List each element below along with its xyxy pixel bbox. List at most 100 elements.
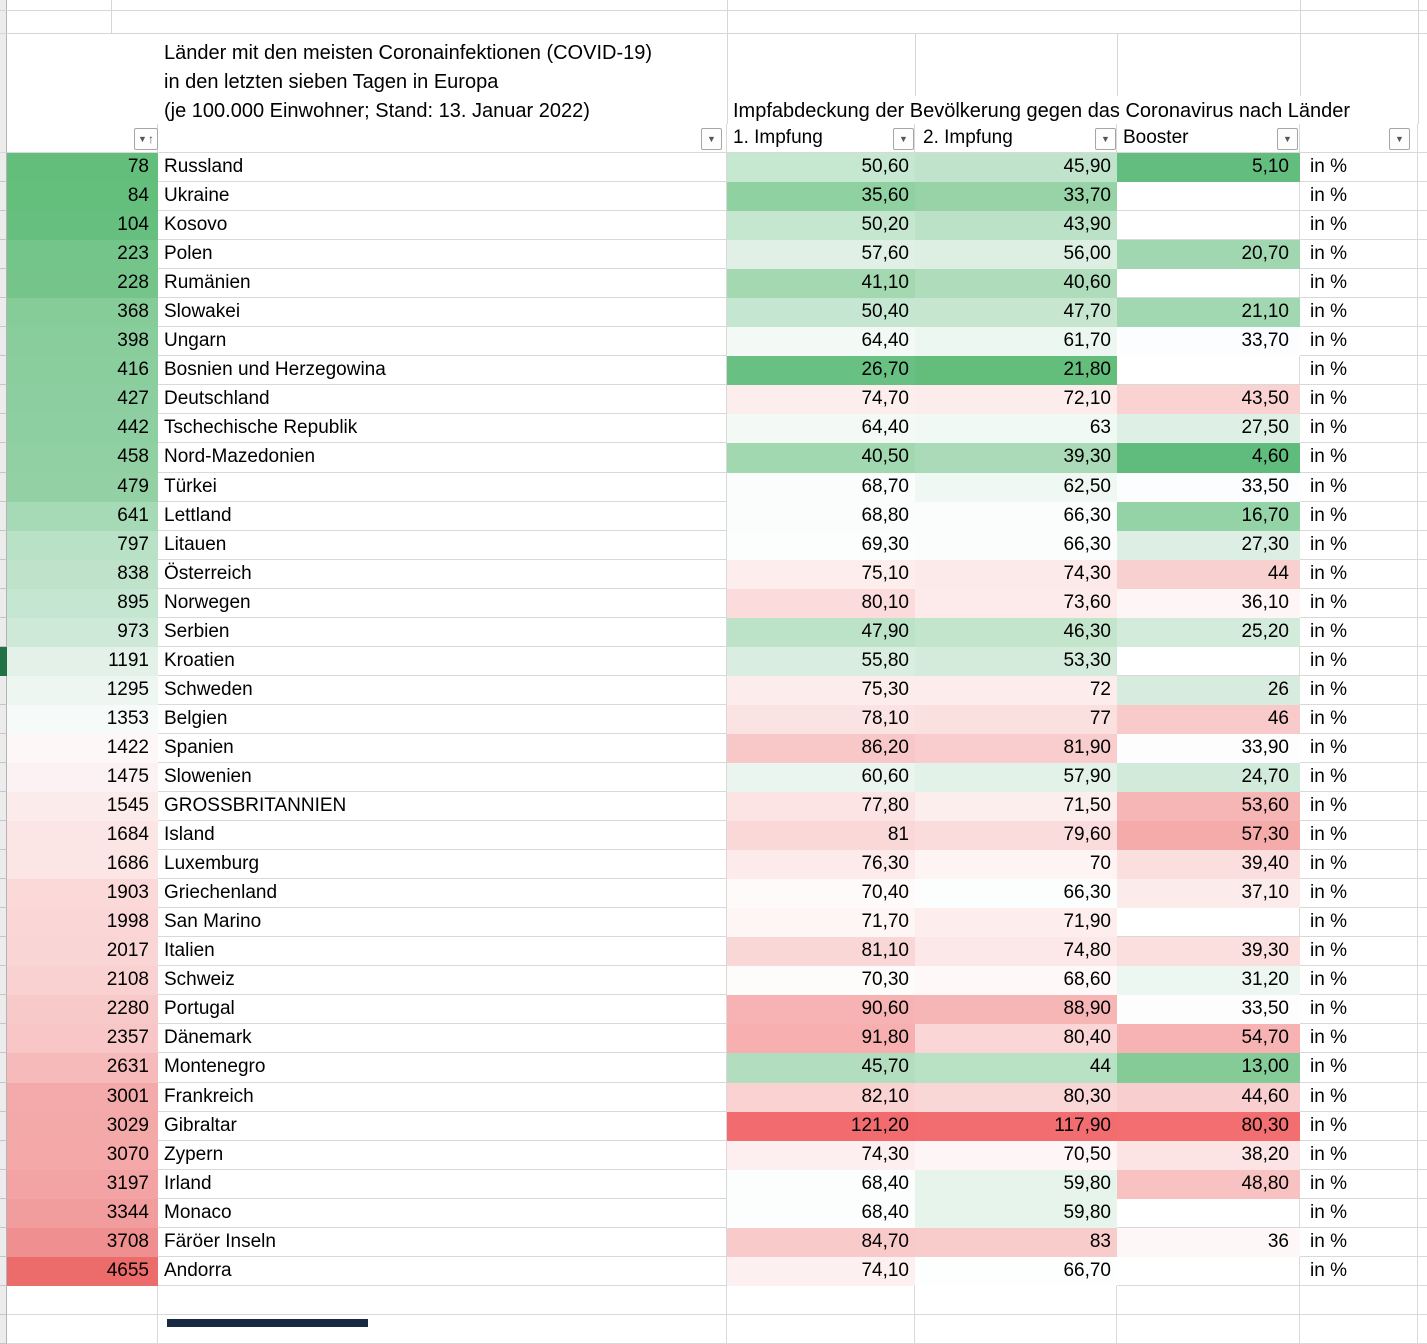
cell-empty[interactable] bbox=[1418, 733, 1427, 763]
cell-unit-label[interactable]: in % bbox=[1300, 1256, 1418, 1286]
row-header-cell[interactable] bbox=[0, 182, 7, 212]
cell-infections[interactable]: 3029 bbox=[7, 1111, 158, 1141]
cell-impfung1[interactable] bbox=[727, 1285, 915, 1315]
row-header-cell[interactable] bbox=[0, 501, 7, 531]
cell-booster[interactable]: 57,30 bbox=[1117, 821, 1300, 851]
cell-impfung2[interactable]: 21,80 bbox=[915, 356, 1117, 386]
cell-empty[interactable] bbox=[1418, 850, 1427, 880]
cell-country[interactable]: Deutschland bbox=[158, 385, 727, 415]
cell-unit-label[interactable]: in % bbox=[1300, 995, 1418, 1025]
cell-unit-label[interactable]: in % bbox=[1300, 1169, 1418, 1199]
row-header-cell[interactable] bbox=[0, 1024, 7, 1054]
cell-empty[interactable] bbox=[1418, 182, 1427, 212]
cell-impfung1[interactable]: 40,50 bbox=[727, 443, 915, 473]
cell-empty[interactable] bbox=[1418, 1111, 1427, 1141]
cell-country[interactable]: Färöer Inseln bbox=[158, 1227, 727, 1257]
cell-infections[interactable]: 228 bbox=[7, 269, 158, 299]
cell-infections[interactable]: 1684 bbox=[7, 821, 158, 851]
cell-empty[interactable] bbox=[1418, 1169, 1427, 1199]
cell-unit-label[interactable]: in % bbox=[1300, 385, 1418, 415]
row-header-cell[interactable] bbox=[0, 1314, 7, 1344]
cell-infections[interactable]: 838 bbox=[7, 559, 158, 589]
filter-button-booster[interactable]: ▼ bbox=[1277, 128, 1298, 150]
cell-empty[interactable] bbox=[1418, 559, 1427, 589]
cell-booster[interactable]: 27,50 bbox=[1117, 414, 1300, 444]
row-header-cell[interactable] bbox=[0, 762, 7, 793]
cell-country[interactable]: Portugal bbox=[158, 995, 727, 1025]
row-header-cell[interactable] bbox=[0, 588, 7, 618]
cell-impfung1[interactable]: 90,60 bbox=[727, 995, 915, 1025]
cell-empty[interactable] bbox=[1418, 937, 1427, 967]
cell-impfung1[interactable]: 68,80 bbox=[727, 501, 915, 531]
cell-infections[interactable]: 104 bbox=[7, 211, 158, 241]
cell-unit-label[interactable]: in % bbox=[1300, 153, 1418, 183]
row-header-cell[interactable] bbox=[0, 1198, 7, 1228]
cell-infections[interactable]: 3001 bbox=[7, 1082, 158, 1112]
row-header-cell[interactable] bbox=[0, 879, 7, 909]
cell-unit-label[interactable]: in % bbox=[1300, 879, 1418, 909]
cell-impfung2[interactable] bbox=[915, 1285, 1117, 1315]
cell-empty[interactable] bbox=[1418, 443, 1427, 473]
cell-country[interactable]: Polen bbox=[158, 240, 727, 270]
cell-unit-label[interactable]: in % bbox=[1300, 792, 1418, 822]
cell-impfung1[interactable]: 69,30 bbox=[727, 530, 915, 560]
row-header-cell[interactable] bbox=[0, 327, 7, 357]
filter-button-impfung1[interactable]: ▼ bbox=[893, 128, 914, 150]
cell-impfung1[interactable]: 26,70 bbox=[727, 356, 915, 386]
cell-impfung2[interactable]: 71,50 bbox=[915, 792, 1117, 822]
cell-impfung1[interactable]: 77,80 bbox=[727, 792, 915, 822]
cell-country[interactable]: Russland bbox=[158, 153, 727, 183]
cell-impfung2[interactable]: 68,60 bbox=[915, 966, 1117, 996]
cell-unit-label[interactable]: in % bbox=[1300, 1082, 1418, 1112]
cell-empty[interactable] bbox=[1418, 1024, 1427, 1054]
cell-impfung1[interactable]: 50,20 bbox=[727, 211, 915, 241]
cell-country[interactable]: Andorra bbox=[158, 1256, 727, 1286]
cell-infections[interactable]: 2108 bbox=[7, 966, 158, 996]
cell-country[interactable]: Österreich bbox=[158, 559, 727, 589]
cell-empty[interactable] bbox=[1418, 501, 1427, 531]
row-header-cell[interactable] bbox=[0, 1082, 7, 1112]
cell-empty[interactable] bbox=[1418, 588, 1427, 618]
cell-unit-label[interactable]: in % bbox=[1300, 646, 1418, 676]
cell-unit-label[interactable]: in % bbox=[1300, 443, 1418, 473]
row-header-cell[interactable] bbox=[0, 1227, 7, 1257]
cell-booster[interactable] bbox=[1117, 908, 1300, 938]
cell-booster[interactable] bbox=[1117, 356, 1300, 386]
cell-empty[interactable] bbox=[1418, 356, 1427, 386]
cell-infections[interactable]: 84 bbox=[7, 182, 158, 212]
cell-infections[interactable]: 416 bbox=[7, 356, 158, 386]
header-cell-country[interactable] bbox=[158, 124, 727, 153]
cell-impfung1[interactable]: 91,80 bbox=[727, 1024, 915, 1054]
cell-booster[interactable]: 25,20 bbox=[1117, 617, 1300, 647]
cell-country[interactable]: Montenegro bbox=[158, 1053, 727, 1083]
cell-country[interactable]: Kosovo bbox=[158, 211, 727, 241]
cell-country[interactable]: Bosnien und Herzegowina bbox=[158, 356, 727, 386]
cell-unit-label[interactable]: in % bbox=[1300, 530, 1418, 560]
cell-booster[interactable] bbox=[1117, 1314, 1300, 1344]
cell-infections[interactable]: 1295 bbox=[7, 675, 158, 705]
cell-empty[interactable] bbox=[1418, 1256, 1427, 1286]
cell-infections[interactable]: 442 bbox=[7, 414, 158, 444]
cell-unit-label[interactable]: in % bbox=[1300, 617, 1418, 647]
cell-booster[interactable]: 33,50 bbox=[1117, 995, 1300, 1025]
cell-unit-label[interactable]: in % bbox=[1300, 937, 1418, 967]
cell-impfung2[interactable]: 80,40 bbox=[915, 1024, 1117, 1054]
cell-infections[interactable]: 78 bbox=[7, 153, 158, 183]
cell-impfung1[interactable]: 70,30 bbox=[727, 966, 915, 996]
cell-impfung1[interactable]: 68,70 bbox=[727, 472, 915, 502]
cell-booster[interactable] bbox=[1117, 211, 1300, 241]
cell-infections[interactable]: 3344 bbox=[7, 1198, 158, 1228]
cell-unit-label[interactable]: in % bbox=[1300, 356, 1418, 386]
cell-country[interactable]: Serbien bbox=[158, 617, 727, 647]
cell-impfung2[interactable]: 66,30 bbox=[915, 530, 1117, 560]
row-header-cell[interactable] bbox=[0, 646, 7, 676]
cell-booster[interactable]: 39,30 bbox=[1117, 937, 1300, 967]
cell-impfung2[interactable]: 59,80 bbox=[915, 1169, 1117, 1199]
cell-impfung1[interactable]: 75,10 bbox=[727, 559, 915, 589]
cell-booster[interactable]: 48,80 bbox=[1117, 1169, 1300, 1199]
cell-booster[interactable]: 20,70 bbox=[1117, 240, 1300, 270]
cell-infections[interactable]: 427 bbox=[7, 385, 158, 415]
cell-unit-label[interactable]: in % bbox=[1300, 269, 1418, 299]
cell-booster[interactable] bbox=[1117, 1256, 1300, 1286]
cell-impfung1[interactable]: 76,30 bbox=[727, 850, 915, 880]
